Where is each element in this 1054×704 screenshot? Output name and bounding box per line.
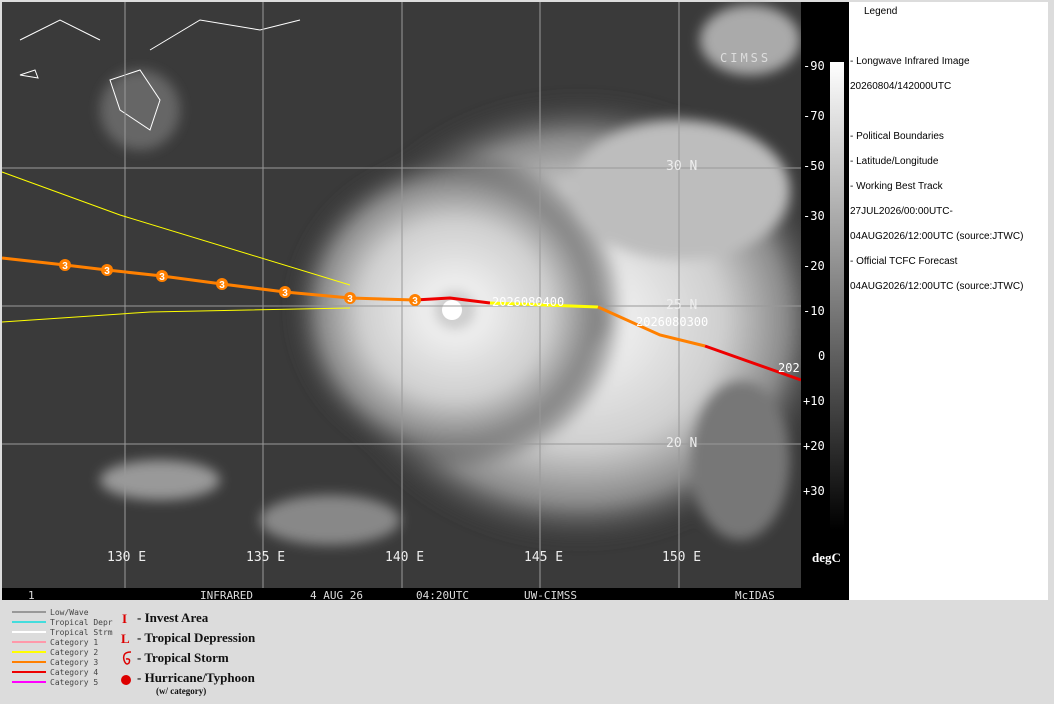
lon-label: 150 E bbox=[662, 550, 701, 565]
track-label: 2026080400 bbox=[492, 295, 564, 309]
legend-line: - Latitude/Longitude bbox=[850, 156, 939, 167]
status-text: 1 bbox=[28, 589, 35, 602]
track-label: 202 bbox=[778, 361, 800, 375]
symbol-label: - Tropical Depression bbox=[137, 630, 256, 645]
colorbar-tick: -20 bbox=[803, 259, 825, 273]
colorbar-tick: +20 bbox=[803, 439, 825, 453]
colorbar-tick: -10 bbox=[803, 304, 825, 318]
logo: CIMSS bbox=[720, 51, 771, 65]
symbol-key: I - Invest Area L - Tropical Depression … bbox=[121, 610, 256, 696]
forecast-cone bbox=[1, 171, 351, 323]
legend-line: - Working Best Track bbox=[850, 181, 944, 192]
colorbar-tick: +10 bbox=[803, 394, 825, 408]
storm-marker: 3 bbox=[219, 280, 225, 291]
status-bar bbox=[2, 588, 801, 600]
storm-markers: 3 3 3 3 3 3 3 bbox=[59, 259, 421, 307]
colorbar-unit: degC bbox=[812, 550, 841, 565]
lat-label: 30 N bbox=[666, 159, 697, 174]
key-label: Category 3 bbox=[50, 658, 98, 667]
colorbar-tick: -90 bbox=[803, 59, 825, 73]
symbol-glyph: L bbox=[121, 631, 130, 646]
key-label: Category 2 bbox=[50, 648, 98, 657]
legend-line: 04AUG2026/12:00UTC (source:JTWC) bbox=[850, 231, 1023, 242]
colorbar-tick: 0 bbox=[818, 349, 825, 363]
key-label: Tropical Strm bbox=[50, 628, 113, 637]
symbol-label: - Hurricane/Typhoon bbox=[137, 670, 256, 685]
lat-label: 25 N bbox=[666, 298, 697, 313]
status-text: INFRARED bbox=[200, 589, 253, 602]
storm-marker: 3 bbox=[104, 266, 110, 277]
key-label: Category 5 bbox=[50, 678, 98, 687]
key-label: Low/Wave bbox=[50, 608, 89, 617]
lon-label: 135 E bbox=[246, 550, 285, 565]
status-text: 04:20UTC bbox=[416, 589, 469, 602]
lon-label: 145 E bbox=[524, 550, 563, 565]
symbol-label: - Tropical Storm bbox=[137, 650, 229, 665]
symbol-label: - Invest Area bbox=[137, 610, 209, 625]
symbol-glyph: I bbox=[122, 611, 127, 626]
colorbar-tick: -70 bbox=[803, 109, 825, 123]
colorbar-tick: -30 bbox=[803, 209, 825, 223]
typhoon-icon bbox=[121, 675, 131, 685]
colorbar-tick: +30 bbox=[803, 484, 825, 498]
track-label: 2026080300 bbox=[636, 315, 708, 329]
legend-title: Legend bbox=[864, 6, 897, 17]
symbol-note: (w/ category) bbox=[156, 686, 206, 696]
storm-eye bbox=[442, 300, 462, 320]
storm-marker: 3 bbox=[347, 294, 353, 305]
status-texts: 1 INFRARED 4 AUG 26 04:20UTC UW-CIMSS Mc… bbox=[28, 589, 775, 602]
status-text: McIDAS bbox=[735, 589, 775, 602]
storm-marker: 3 bbox=[159, 272, 165, 283]
lon-label: 140 E bbox=[385, 550, 424, 565]
storm-marker: 3 bbox=[62, 261, 68, 272]
key-label: Category 4 bbox=[50, 668, 98, 677]
legend-line: - Official TCFC Forecast bbox=[850, 256, 958, 267]
line-key: Low/Wave Tropical Depr Tropical Strm Cat… bbox=[12, 608, 113, 687]
storm-marker: 3 bbox=[412, 296, 418, 307]
colorbar bbox=[830, 62, 844, 530]
key-label: Tropical Depr bbox=[50, 618, 113, 627]
lat-label: 20 N bbox=[666, 436, 697, 451]
lat-lon-grid bbox=[2, 2, 801, 588]
key-label: Category 1 bbox=[50, 638, 98, 647]
legend-line: 20260804/142000UTC bbox=[850, 81, 951, 92]
legend-line: 27JUL2026/00:00UTC- bbox=[850, 206, 953, 217]
colorbar-tick: -50 bbox=[803, 159, 825, 173]
legend-lines: - Longwave Infrared Image 20260804/14200… bbox=[850, 56, 1023, 292]
status-text: UW-CIMSS bbox=[524, 589, 577, 602]
best-track bbox=[1, 256, 802, 382]
tropical-storm-icon bbox=[122, 651, 132, 665]
political-boundaries bbox=[19, 19, 301, 131]
legend-panel bbox=[849, 2, 1048, 600]
legend-line: - Longwave Infrared Image bbox=[850, 56, 970, 67]
colorbar-ticks: -90 -70 -50 -30 -20 -10 0 +10 +20 +30 bbox=[803, 59, 825, 498]
legend-line: 04AUG2026/12:00UTC (source:JTWC) bbox=[850, 281, 1023, 292]
lon-label: 130 E bbox=[107, 550, 146, 565]
storm-marker: 3 bbox=[282, 288, 288, 299]
grid-labels: 30 N 25 N 20 N 130 E 135 E 140 E 145 E 1… bbox=[107, 159, 701, 565]
legend-line: - Political Boundaries bbox=[850, 131, 944, 142]
track-labels: 2026080400 2026080300 202 bbox=[492, 295, 800, 375]
status-text: 4 AUG 26 bbox=[310, 589, 363, 602]
